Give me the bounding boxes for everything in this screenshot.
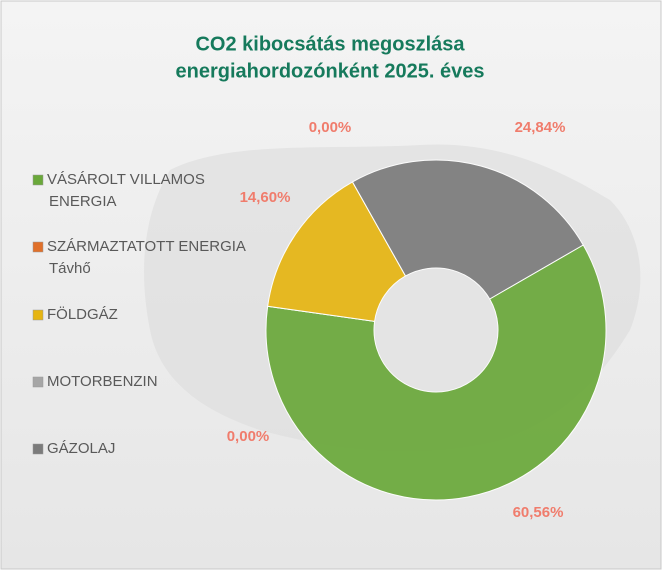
legend-label-line: SZÁRMAZTATOTT ENERGIA: [47, 238, 246, 255]
legend-marker: [32, 241, 44, 253]
donut-slice: [265, 244, 607, 501]
legend-label-line: Távhő: [49, 260, 91, 277]
legend-marker: [32, 174, 44, 186]
donut-slice: [267, 181, 407, 322]
legend-label-line: VÁSÁROLT VILLAMOS: [47, 171, 205, 188]
data-labels: 60,56% 0,00% 14,60% 0,00% 24,84%: [227, 119, 566, 521]
data-label: 0,00%: [227, 428, 270, 445]
legend-label: MOTORBENZIN: [47, 373, 158, 390]
data-label: 60,56%: [513, 504, 564, 521]
legend-label: VÁSÁROLT VILLAMOS ENERGIA: [47, 171, 205, 210]
donut-slice: [351, 159, 584, 300]
donut: [265, 159, 607, 501]
legend-label: FÖLDGÁZ: [47, 305, 118, 323]
donut-hole: [375, 269, 497, 391]
data-label: 14,60%: [240, 189, 291, 206]
legend-marker: [32, 443, 44, 455]
chart-title: CO2 kibocsátás megoszlása: [195, 33, 465, 55]
legend-marker: [32, 309, 44, 321]
data-label: 24,84%: [515, 119, 566, 136]
legend-label-line: ENERGIA: [49, 193, 117, 210]
legend-marker: [32, 376, 44, 388]
legend-label: GÁZOLAJ: [47, 440, 115, 457]
data-label: 0,00%: [309, 119, 352, 136]
chart-title: energiahordozónként 2025. éves: [175, 60, 484, 82]
legend: VÁSÁROLT VILLAMOS ENERGIA SZÁRMAZTATOTT EN…: [32, 171, 246, 457]
legend-label: SZÁRMAZTATOTT ENERGIA Távhő: [47, 238, 246, 277]
